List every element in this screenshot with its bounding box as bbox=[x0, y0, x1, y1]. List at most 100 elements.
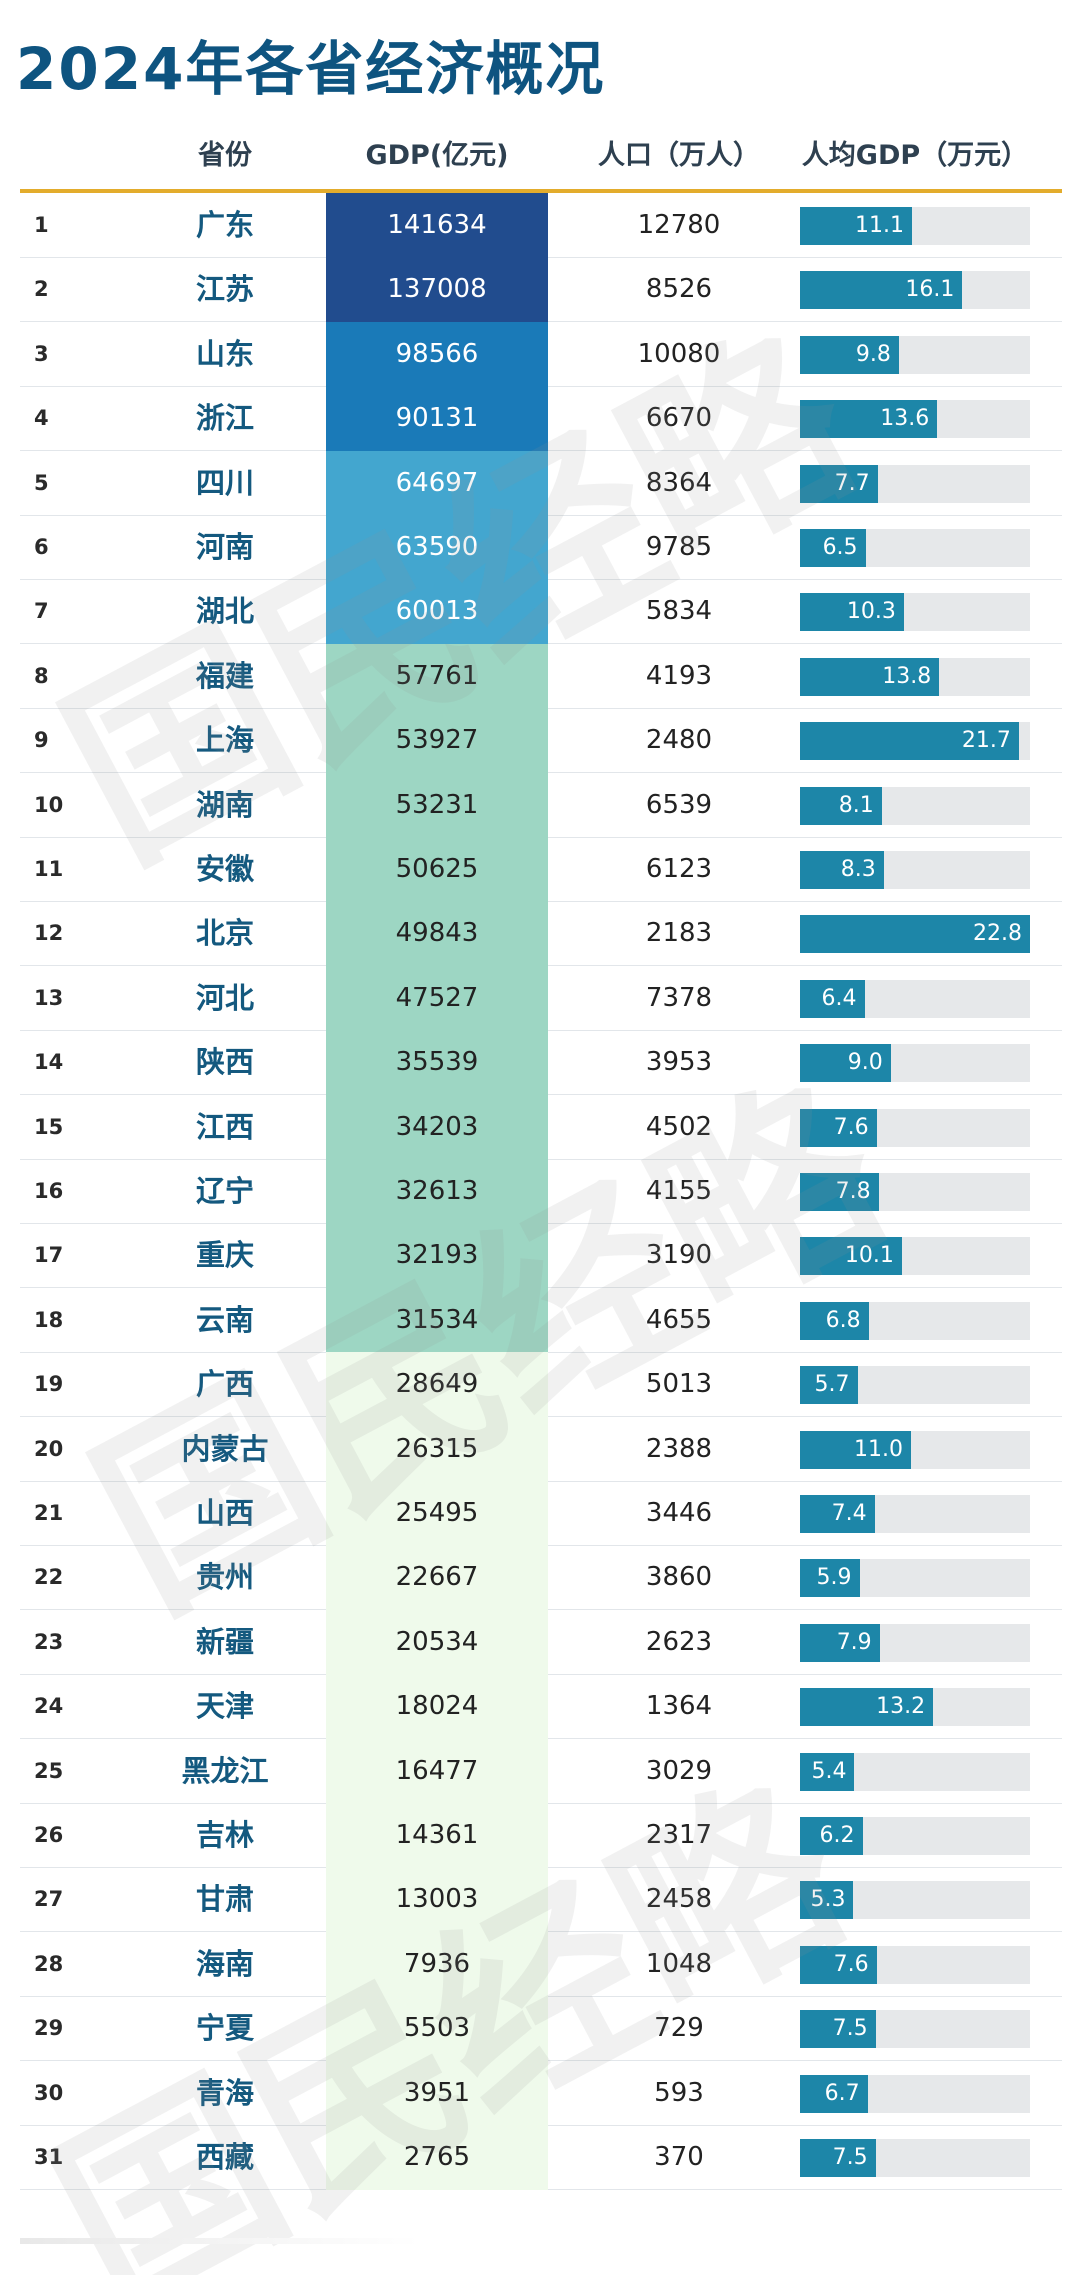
table-row: 22 贵州 22667 3860 5.9 bbox=[20, 1545, 1062, 1611]
per-capita-label: 5.4 bbox=[811, 1758, 847, 1784]
per-capita-label: 13.8 bbox=[882, 663, 932, 689]
per-capita-label: 8.3 bbox=[840, 857, 876, 882]
rank-cell: 4 bbox=[34, 406, 49, 431]
province-cell: 广西 bbox=[195, 1367, 254, 1402]
rank-cell: 9 bbox=[34, 728, 49, 753]
rank-cell: 12 bbox=[34, 921, 64, 946]
population-cell: 5013 bbox=[645, 1369, 713, 1400]
header-rule bbox=[20, 189, 1062, 193]
gdp-cell: 35539 bbox=[326, 1030, 548, 1096]
rank-cell: 23 bbox=[34, 1629, 64, 1654]
table-row: 4 浙江 90131 6670 13.6 bbox=[20, 386, 1062, 452]
population-cell: 729 bbox=[654, 2013, 704, 2044]
population-cell: 2183 bbox=[645, 918, 713, 949]
per-capita-bar bbox=[800, 1495, 875, 1533]
per-capita-bar bbox=[800, 1623, 880, 1662]
gdp-cell: 34203 bbox=[326, 1094, 548, 1160]
gdp-cell: 137008 bbox=[326, 257, 548, 323]
gdp-cell: 16477 bbox=[326, 1738, 548, 1804]
province-cell: 山东 bbox=[195, 336, 254, 371]
table-row: 10 湖南 53231 6539 8.1 bbox=[20, 772, 1062, 838]
province-cell: 广东 bbox=[195, 208, 254, 242]
rank-cell: 19 bbox=[34, 1372, 64, 1397]
per-capita-label: 10.1 bbox=[844, 1243, 894, 1269]
province-cell: 山西 bbox=[195, 1496, 254, 1530]
per-capita-bar-track: 11.0 bbox=[800, 1430, 1030, 1469]
per-capita-bar bbox=[800, 722, 1019, 761]
table-row: 28 海南 7936 1048 7.6 bbox=[20, 1931, 1062, 1997]
rank-cell: 16 bbox=[34, 1179, 64, 1203]
table-row: 7 湖北 60013 5834 10.3 bbox=[20, 579, 1062, 645]
header-province: 省份 bbox=[198, 140, 252, 171]
gdp-cell: 50625 bbox=[326, 837, 548, 902]
per-capita-label: 13.2 bbox=[876, 1694, 926, 1720]
per-capita-bar bbox=[800, 1108, 877, 1147]
per-capita-label: 7.6 bbox=[833, 1114, 869, 1140]
province-cell: 福建 bbox=[195, 658, 254, 693]
per-capita-label: 6.7 bbox=[824, 2080, 860, 2106]
gdp-cell: 2765 bbox=[326, 2125, 548, 2190]
per-capita-label: 7.4 bbox=[831, 1501, 867, 1526]
table-row: 16 辽宁 32613 4155 7.8 bbox=[20, 1159, 1062, 1224]
per-capita-bar-track: 8.3 bbox=[800, 851, 1030, 889]
per-capita-bar bbox=[800, 1817, 863, 1855]
per-capita-bar bbox=[800, 400, 938, 439]
per-capita-label: 13.6 bbox=[880, 406, 930, 432]
per-capita-bar bbox=[800, 1044, 891, 1083]
footer-divider bbox=[20, 2238, 420, 2244]
per-capita-label: 8.1 bbox=[838, 792, 874, 818]
per-capita-bar-track: 22.8 bbox=[800, 915, 1030, 954]
per-capita-label: 7.8 bbox=[835, 1179, 871, 1204]
rank-cell: 2 bbox=[34, 277, 49, 302]
population-cell: 593 bbox=[654, 2077, 704, 2108]
province-cell: 云南 bbox=[195, 1302, 254, 1337]
population-cell: 3860 bbox=[645, 1562, 713, 1593]
gdp-cell: 3951 bbox=[326, 2060, 548, 2126]
gdp-cell: 26315 bbox=[326, 1416, 548, 1482]
province-cell: 天津 bbox=[195, 1689, 254, 1724]
per-capita-label: 21.7 bbox=[961, 728, 1011, 754]
rank-cell: 15 bbox=[34, 1114, 64, 1139]
gdp-cell: 47527 bbox=[326, 965, 548, 1031]
gdp-cell: 22667 bbox=[326, 1545, 548, 1611]
rank-cell: 14 bbox=[34, 1050, 64, 1075]
table-row: 24 天津 18024 1364 13.2 bbox=[20, 1674, 1062, 1740]
province-cell: 湖南 bbox=[195, 787, 254, 822]
rank-cell: 13 bbox=[34, 985, 64, 1010]
population-cell: 3953 bbox=[645, 1047, 713, 1078]
province-cell: 青海 bbox=[195, 2075, 254, 2110]
per-capita-bar bbox=[800, 2010, 876, 2049]
province-cell: 湖北 bbox=[195, 594, 254, 629]
gdp-cell: 28649 bbox=[326, 1352, 548, 1418]
per-capita-bar-track: 5.9 bbox=[800, 1559, 1030, 1598]
per-capita-bar-track: 16.1 bbox=[800, 271, 1030, 310]
per-capita-label: 5.9 bbox=[816, 1565, 852, 1591]
per-capita-label: 10.3 bbox=[846, 599, 896, 625]
population-cell: 2388 bbox=[645, 1433, 713, 1464]
per-capita-bar-track: 7.8 bbox=[800, 1173, 1030, 1211]
province-cell: 河北 bbox=[195, 980, 254, 1015]
per-capita-bar bbox=[800, 1752, 855, 1791]
per-capita-bar-track: 6.4 bbox=[800, 979, 1030, 1018]
per-capita-bar-track: 7.5 bbox=[800, 2010, 1030, 2049]
per-capita-bar bbox=[800, 2139, 876, 2177]
per-capita-bar bbox=[800, 464, 878, 503]
per-capita-bar-track: 13.2 bbox=[800, 1688, 1030, 1727]
per-capita-bar-track: 6.2 bbox=[800, 1817, 1030, 1855]
header-per-capita-gdp: 人均GDP（万元） bbox=[801, 140, 1029, 171]
table-row: 6 河南 63590 9785 6.5 bbox=[20, 515, 1062, 580]
gdp-cell: 53927 bbox=[326, 708, 548, 774]
per-capita-label: 7.5 bbox=[832, 2145, 868, 2170]
rank-cell: 26 bbox=[34, 1823, 64, 1847]
per-capita-bar bbox=[800, 1945, 877, 1984]
per-capita-label: 11.1 bbox=[854, 213, 904, 238]
per-capita-label: 5.3 bbox=[810, 1887, 846, 1913]
per-capita-bar bbox=[800, 271, 963, 310]
per-capita-bar bbox=[800, 979, 865, 1018]
rank-cell: 1 bbox=[34, 213, 49, 237]
province-cell: 上海 bbox=[195, 723, 254, 758]
gdp-cell: 7936 bbox=[326, 1931, 548, 1997]
table-row: 30 青海 3951 593 6.7 bbox=[20, 2060, 1062, 2126]
per-capita-bar bbox=[800, 529, 866, 567]
population-cell: 1048 bbox=[645, 1948, 713, 1979]
